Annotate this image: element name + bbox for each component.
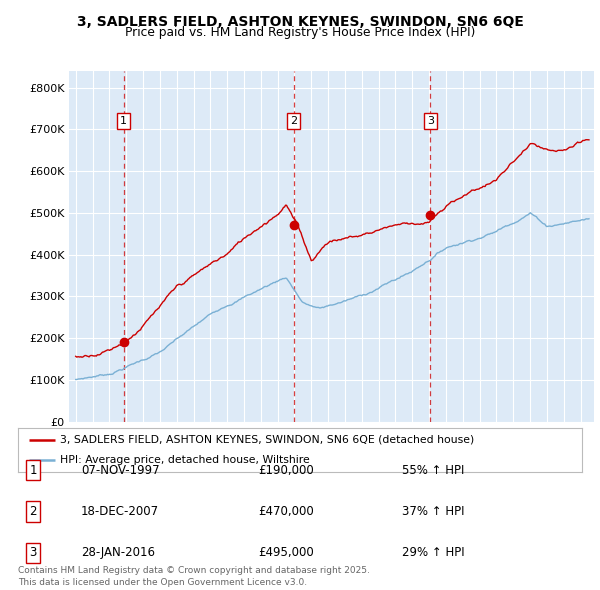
Text: £495,000: £495,000 bbox=[258, 546, 314, 559]
Text: 37% ↑ HPI: 37% ↑ HPI bbox=[402, 505, 464, 518]
Text: 3: 3 bbox=[29, 546, 37, 559]
Text: 3, SADLERS FIELD, ASHTON KEYNES, SWINDON, SN6 6QE: 3, SADLERS FIELD, ASHTON KEYNES, SWINDON… bbox=[77, 15, 523, 29]
Text: 28-JAN-2016: 28-JAN-2016 bbox=[81, 546, 155, 559]
Text: 07-NOV-1997: 07-NOV-1997 bbox=[81, 464, 160, 477]
Text: Contains HM Land Registry data © Crown copyright and database right 2025.
This d: Contains HM Land Registry data © Crown c… bbox=[18, 566, 370, 587]
Text: 55% ↑ HPI: 55% ↑ HPI bbox=[402, 464, 464, 477]
Text: £190,000: £190,000 bbox=[258, 464, 314, 477]
Text: 3, SADLERS FIELD, ASHTON KEYNES, SWINDON, SN6 6QE (detached house): 3, SADLERS FIELD, ASHTON KEYNES, SWINDON… bbox=[60, 435, 475, 445]
Text: 3: 3 bbox=[427, 116, 434, 126]
Text: £470,000: £470,000 bbox=[258, 505, 314, 518]
Text: 2: 2 bbox=[29, 505, 37, 518]
Text: 29% ↑ HPI: 29% ↑ HPI bbox=[402, 546, 464, 559]
Text: Price paid vs. HM Land Registry's House Price Index (HPI): Price paid vs. HM Land Registry's House … bbox=[125, 26, 475, 39]
Text: HPI: Average price, detached house, Wiltshire: HPI: Average price, detached house, Wilt… bbox=[60, 455, 310, 465]
Text: 2: 2 bbox=[290, 116, 298, 126]
Text: 1: 1 bbox=[29, 464, 37, 477]
Text: 18-DEC-2007: 18-DEC-2007 bbox=[81, 505, 159, 518]
Text: 1: 1 bbox=[120, 116, 127, 126]
